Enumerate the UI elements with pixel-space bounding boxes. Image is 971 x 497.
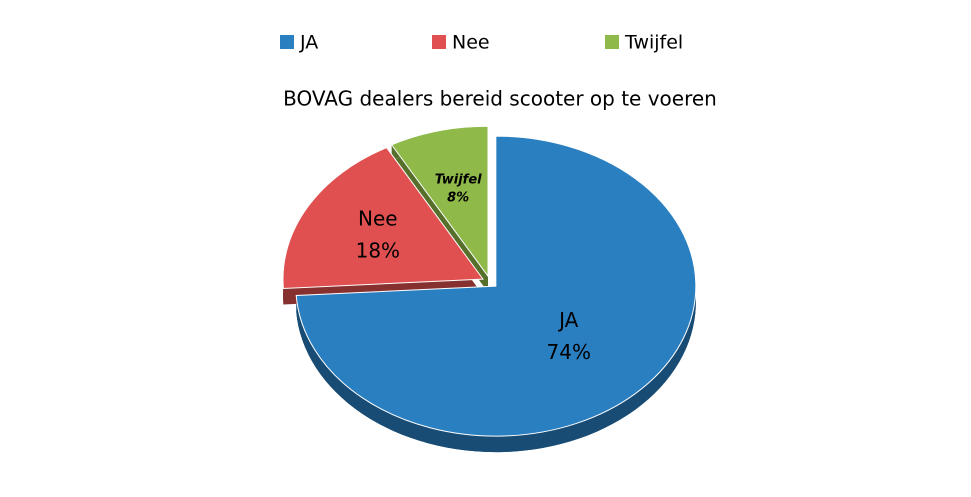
slice xyxy=(390,125,489,278)
legend-label: Nee xyxy=(452,32,490,54)
data-label-value: 18% xyxy=(356,238,400,262)
chart-title: BOVAG dealers bereid scooter op te voere… xyxy=(283,87,717,111)
legend-label: Twijfel xyxy=(624,32,683,54)
legend-swatch xyxy=(432,35,446,49)
legend-label: JA xyxy=(299,32,318,54)
legend-swatch xyxy=(605,35,619,49)
data-label-value: 74% xyxy=(547,340,591,364)
legend-swatch xyxy=(280,35,294,49)
data-label-name: JA xyxy=(557,308,579,332)
slice xyxy=(282,147,484,290)
data-label-value: 8% xyxy=(447,191,469,206)
data-label-name: Twijfel xyxy=(435,173,482,188)
slice xyxy=(295,135,697,437)
data-label-name: Nee xyxy=(358,206,398,230)
